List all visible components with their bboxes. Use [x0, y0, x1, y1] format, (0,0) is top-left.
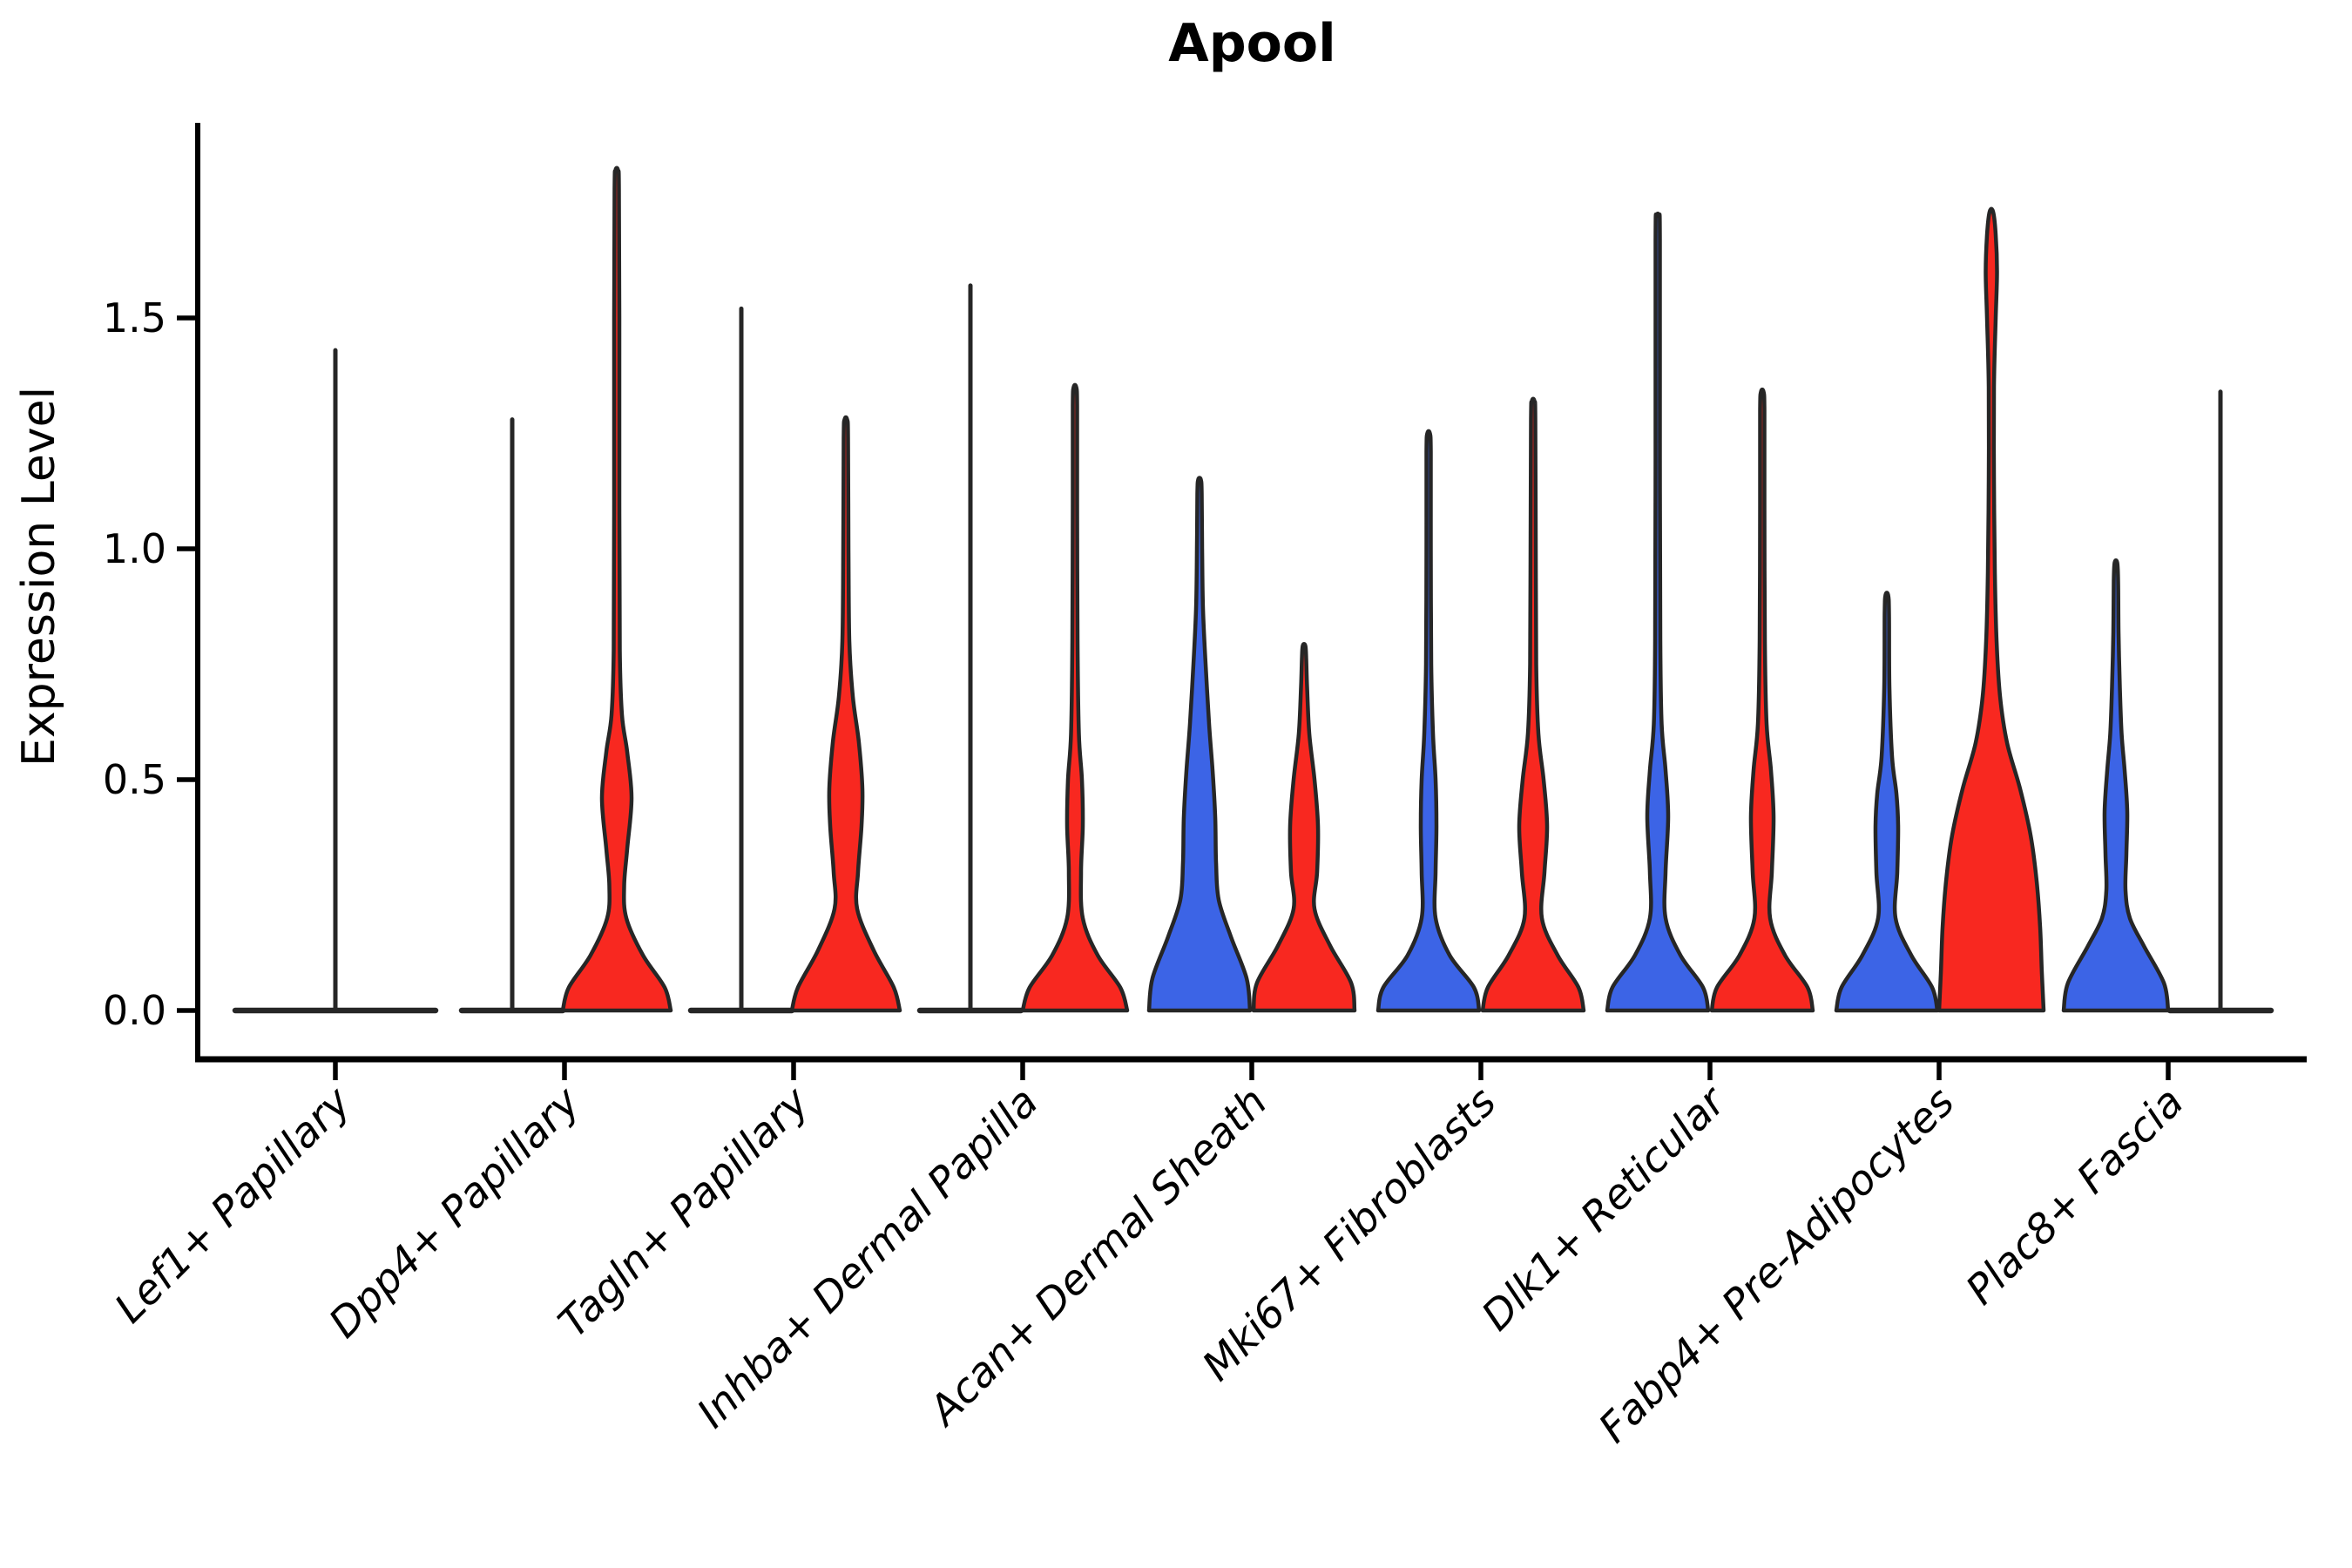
y-tick-label: 0.0 [103, 987, 166, 1034]
y-tick-label: 1.5 [103, 294, 166, 341]
y-axis-label: Expression Level [13, 387, 65, 767]
violin-acan-dermal-sheath-right [1251, 642, 1357, 1013]
violin-plac8-fascia-left [2061, 558, 2171, 1013]
x-category-label-dpp4-papillary: Dpp4+ Papillary [320, 1078, 590, 1348]
x-category-label-plac8-fascia: Plac8+ Fascia [1957, 1078, 2193, 1315]
x-category-label-dlk1-reticular: Dlk1+ Reticular [1473, 1077, 1737, 1341]
y-tick-label: 0.5 [103, 756, 166, 803]
violin-dlk1-reticular-left [1605, 211, 1711, 1013]
y-tick-label: 1.0 [103, 525, 166, 572]
violin-dlk1-reticular-right [1709, 387, 1815, 1013]
violin-acan-dermal-sheath-left [1146, 476, 1253, 1013]
x-category-label-tagln-papillary: Tagln+ Papillary [550, 1078, 820, 1348]
violin-fabp4-pre-adipocytes-right [1936, 206, 2046, 1013]
violin-fabp4-pre-adipocytes-left [1834, 591, 1940, 1013]
x-category-label-lef1-papillary: Lef1+ Papillary [105, 1078, 361, 1333]
violin-dpp4-papillary-right [560, 166, 673, 1013]
violin-tagln-papillary-right [789, 415, 902, 1013]
violin-inhba-dermal-papilla-right [1020, 382, 1130, 1013]
violin-mki67-fibroblasts-right [1480, 396, 1586, 1013]
violin-mki67-fibroblasts-left [1375, 429, 1482, 1013]
chart-title: Apool [1168, 13, 1335, 74]
